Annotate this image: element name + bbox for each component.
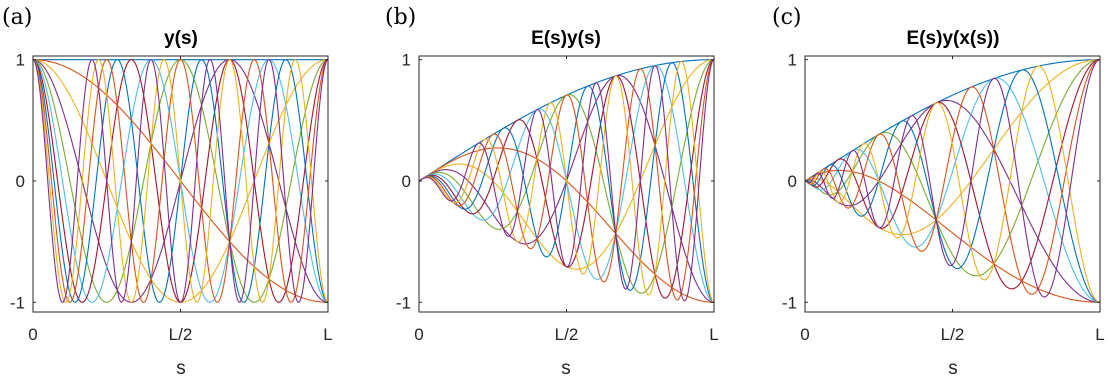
panel-c-series-mode-6 [804,59,1101,290]
panel-b-ticks: 0 L/2 L-101 [396,51,719,344]
panel-c-ytick-label-0: -1 [782,293,797,312]
panel-b-ytick-label-2: 1 [402,51,411,70]
panel-a-series-mode-9 [32,59,329,303]
panel-c-series-mode-5 [804,77,1101,303]
panel-a-ticks: 0 L/2 L-101 [10,51,333,344]
panel-b-series-mode-8 [418,59,715,301]
panel-b-series-mode-0 [418,59,714,182]
panel-b-series-mode-10 [418,59,715,302]
panel-c-series-mode-4 [804,59,1101,277]
panel-b-xtick-label-1: L/2 [555,325,579,344]
panel-b-ytick-label-1: 0 [402,172,411,191]
panel-c-xtick-label-0: 0 [800,325,809,344]
panel-b-xtick-label-0: 0 [414,325,423,344]
panel-c-series-mode-3 [804,99,1101,303]
panel-c-series-mode-7 [804,69,1101,303]
panel-c-ticks: 0 L/2 L-101 [782,51,1105,344]
panel-a-letter: (a) [2,5,32,30]
panel-c-title: E(s)y(x(s)) [907,28,1000,49]
panel-b: (b) E(s)y(s) 0 L/2 L-101 s [385,5,719,379]
panel-a-ytick-label-2: 1 [16,51,25,70]
panel-c-xtick-label-2: L [1095,325,1104,344]
panel-a-xlabel: s [176,358,186,379]
panel-a-xtick-label-1: L/2 [169,325,193,344]
panel-a-xtick-label-0: 0 [28,325,37,344]
panel-c-ytick-label-2: 1 [788,51,797,70]
panel-c-series-mode-1 [804,169,1100,303]
panel-c-series-mode-9 [804,65,1101,303]
panel-b-xlabel: s [561,358,571,379]
panel-b-xtick-label-2: L [709,325,718,344]
panel-c: (c) E(s)y(x(s)) 0 L/2 L-101 s [772,5,1105,379]
panel-a-ytick-label-0: -1 [10,293,25,312]
panel-a-series-mode-10 [32,59,329,303]
panel-c-series-mode-2 [804,59,1100,236]
panel-a-series-mode-8 [32,59,329,303]
panel-c-xtick-label-1: L/2 [941,325,965,344]
panel-b-title: E(s)y(s) [531,28,601,49]
panel-a-series [32,59,329,303]
panel-a-xtick-label-2: L [323,325,332,344]
panel-b-letter: (b) [385,5,416,30]
panel-b-series-mode-2 [418,59,715,270]
panel-c-series-mode-10 [805,59,1101,298]
panel-c-xlabel: s [948,358,958,379]
panel-c-series-mode-8 [804,59,1101,295]
panel-a-title: y(s) [164,28,198,49]
panel-c-series [804,59,1101,303]
panel-b-series [418,59,715,303]
panel-a-ytick-label-1: 0 [16,172,25,191]
panel-c-ytick-label-1: 0 [788,172,797,191]
panel-b-ytick-label-0: -1 [396,293,411,312]
panel-a: (a) y(s) 0 L/2 L-101 s [2,5,333,379]
panel-c-letter: (c) [772,5,802,30]
panel-b-series-mode-9 [418,60,715,303]
